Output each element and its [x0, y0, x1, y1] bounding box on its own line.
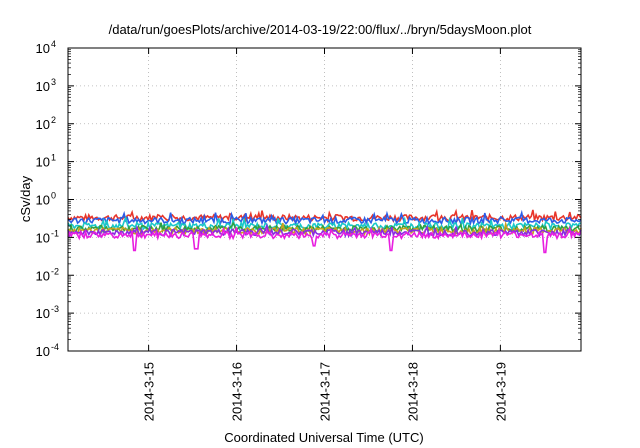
y-tick-exponent: 2: [51, 115, 56, 125]
x-tick-label: 2014-3-15: [142, 362, 157, 421]
x-tick-label: 2014-3-16: [230, 362, 245, 421]
y-tick-exponent: -4: [51, 342, 59, 352]
x-axis-label: Coordinated Universal Time (UTC): [224, 430, 423, 445]
chart-title: /data/run/goesPlots/archive/2014-03-19/2…: [109, 22, 532, 37]
series-line: [67, 208, 582, 224]
y-tick-label: 10: [36, 79, 50, 94]
y-tick-label: 10: [36, 230, 50, 245]
y-tick-label: 10: [36, 155, 50, 170]
y-tick-exponent: 1: [51, 153, 56, 163]
y-tick-label: 10: [36, 193, 50, 208]
x-tick-label: 2014-3-18: [405, 362, 420, 421]
y-tick-exponent: 0: [51, 191, 56, 201]
y-axis-label: cSv/day: [18, 175, 33, 222]
series-group: [67, 208, 582, 254]
y-tick-label: 10: [36, 306, 50, 321]
y-tick-label: 10: [36, 41, 50, 56]
y-tick-exponent: 3: [51, 77, 56, 87]
y-tick-exponent: -1: [51, 228, 59, 238]
y-tick-exponent: -2: [51, 266, 59, 276]
series-line: [67, 225, 582, 254]
y-tick-label: 10: [36, 117, 50, 132]
series-line: [67, 209, 582, 227]
x-tick-label: 2014-3-19: [493, 362, 508, 421]
y-tick-label: 10: [36, 268, 50, 283]
x-tick-label: 2014-3-17: [318, 362, 333, 421]
y-tick-exponent: -3: [51, 304, 59, 314]
x-axis-ticks: 2014-3-15 2014-3-16 2014-3-17 2014-3-18 2014…: [142, 48, 508, 421]
y-tick-label: 10: [36, 344, 50, 359]
y-tick-exponent: 4: [51, 39, 56, 49]
grid: [68, 48, 581, 351]
